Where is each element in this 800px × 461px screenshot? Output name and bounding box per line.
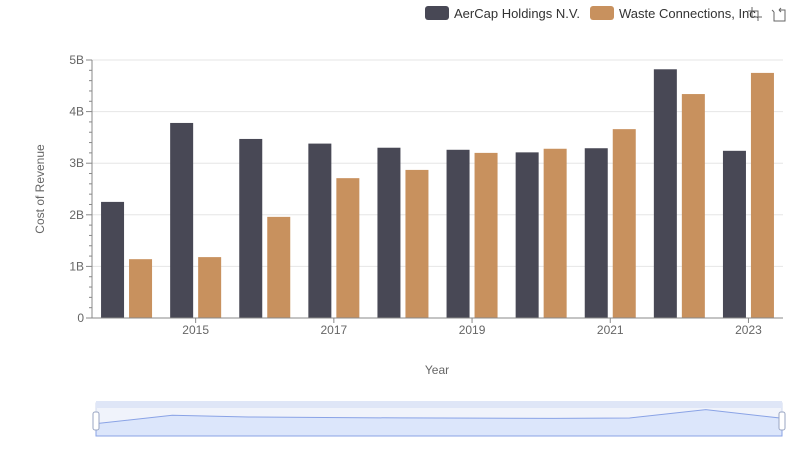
bar-aercap-2017[interactable] bbox=[308, 143, 332, 318]
legend-label-aercap: AerCap Holdings N.V. bbox=[454, 5, 580, 21]
y-tick-label: 5B bbox=[69, 53, 84, 67]
legend-item-aercap[interactable]: AerCap Holdings N.V. bbox=[425, 6, 580, 21]
x-tick-label: 2019 bbox=[459, 323, 486, 337]
legend: AerCap Holdings N.V. Waste Connections, … bbox=[425, 3, 769, 23]
bar-aercap-2021[interactable] bbox=[584, 148, 608, 318]
y-axis-title: Cost of Revenue bbox=[33, 144, 47, 234]
zoom-top-bar[interactable] bbox=[96, 401, 782, 408]
bar-aercap-2023[interactable] bbox=[722, 150, 746, 318]
y-tick-label: 0 bbox=[77, 311, 84, 325]
bar-aercap-2018[interactable] bbox=[377, 147, 401, 318]
data-zoom-slider[interactable] bbox=[92, 401, 786, 437]
legend-swatch-waste bbox=[589, 6, 614, 20]
zoom-icon[interactable] bbox=[747, 6, 763, 22]
bar-waste-2021[interactable] bbox=[612, 129, 636, 318]
bar-waste-2019[interactable] bbox=[474, 152, 498, 318]
y-tick-label: 2B bbox=[69, 208, 84, 222]
bar-aercap-2019[interactable] bbox=[446, 149, 470, 318]
bar-aercap-2020[interactable] bbox=[515, 152, 539, 318]
bar-waste-2016[interactable] bbox=[267, 216, 291, 318]
restore-icon[interactable] bbox=[771, 6, 787, 22]
x-tick-label: 2021 bbox=[597, 323, 624, 337]
legend-item-waste[interactable]: Waste Connections, Inc. bbox=[589, 5, 760, 21]
y-tick-label: 1B bbox=[69, 259, 84, 273]
bar-waste-2023[interactable] bbox=[750, 72, 774, 319]
bar-waste-2017[interactable] bbox=[336, 178, 360, 318]
bar-waste-2015[interactable] bbox=[198, 257, 222, 318]
bar-aercap-2022[interactable] bbox=[653, 69, 677, 319]
legend-label-waste: Waste Connections, Inc. bbox=[618, 5, 760, 21]
axes: 0 1B 2B 3B 4B 5B 2015 2017 2019 2021 2023 bbox=[69, 53, 783, 337]
bars bbox=[101, 69, 774, 319]
y-tick-label: 3B bbox=[69, 156, 84, 170]
x-tick-label: 2015 bbox=[182, 323, 209, 337]
zoom-overview-area bbox=[95, 409, 783, 437]
grid-lines bbox=[92, 59, 783, 267]
toolbox bbox=[747, 6, 787, 22]
bar-waste-2018[interactable] bbox=[405, 169, 429, 318]
zoom-handle-left[interactable] bbox=[92, 411, 100, 431]
x-tick-label: 2023 bbox=[735, 323, 762, 337]
bar-aercap-2015[interactable] bbox=[170, 122, 194, 319]
x-axis-title: Year bbox=[425, 363, 449, 377]
bar-waste-2014[interactable] bbox=[129, 259, 153, 318]
x-tick-label: 2017 bbox=[320, 323, 347, 337]
legend-swatch-aercap bbox=[425, 6, 449, 20]
zoom-handle-right[interactable] bbox=[778, 411, 786, 431]
bar-waste-2022[interactable] bbox=[681, 94, 705, 318]
bar-aercap-2014[interactable] bbox=[101, 201, 125, 318]
y-tick-label: 4B bbox=[69, 105, 84, 119]
bar-aercap-2016[interactable] bbox=[239, 138, 263, 318]
bar-waste-2020[interactable] bbox=[543, 148, 567, 318]
